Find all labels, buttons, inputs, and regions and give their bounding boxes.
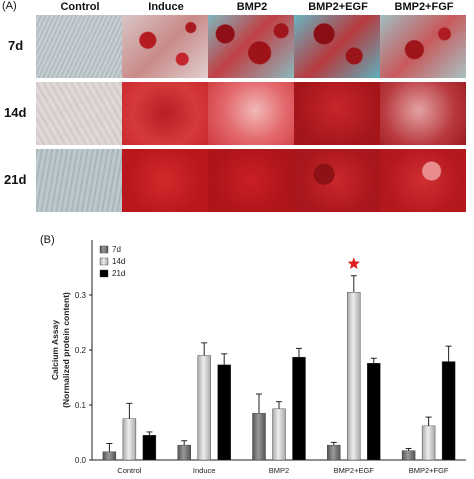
x-tick-label: Control xyxy=(117,466,142,475)
bar-7d-1 xyxy=(177,444,191,461)
bar-21d-2 xyxy=(292,356,306,461)
micrograph-bmp2-egf-14d xyxy=(294,82,380,145)
micrograph-bmp2-egf-7d xyxy=(294,15,380,78)
bar-7d-0 xyxy=(102,451,117,461)
legend-swatch-7d xyxy=(99,245,109,254)
panel-a-label: (A) xyxy=(2,0,17,12)
legend-swatch-21d xyxy=(99,269,109,278)
bar-14d-1 xyxy=(197,355,211,461)
bar-14d-0 xyxy=(122,418,137,461)
bar-21d-1 xyxy=(217,364,231,461)
column-header-bmp2: BMP2 xyxy=(236,1,268,13)
micrograph-bmp2-7d xyxy=(208,15,294,78)
column-header-bmp2-fgf: BMP2+FGF xyxy=(394,1,454,13)
y-axis-label-units: (Normalized protein content) xyxy=(61,292,71,408)
bar-14d-3 xyxy=(347,292,361,461)
calcium-assay-bar-chart: 0.0 0.1 0.2 0.3 Calcium Assay (Normalized pro… xyxy=(50,240,466,475)
micrograph-induce-14d xyxy=(122,82,208,145)
legend-label-21d: 21d xyxy=(112,269,125,278)
y-axis-label: Calcium Assay xyxy=(50,320,60,380)
row-header-21d: 21d xyxy=(4,172,27,187)
bar-14d-4 xyxy=(421,425,436,461)
panel-b-label: (B) xyxy=(40,234,55,246)
bar-21d-4 xyxy=(441,361,456,461)
significance-star-icon xyxy=(347,257,360,269)
micrograph-bmp2-fgf-7d xyxy=(380,15,466,78)
x-tick-label: Induce xyxy=(193,466,216,475)
micrograph-bmp2-egf-21d xyxy=(294,149,380,212)
micrograph-bmp2-21d xyxy=(208,149,294,212)
y-tick-label: 0.2 xyxy=(75,346,87,355)
x-tick-label: BMP2+FGF xyxy=(409,466,449,475)
x-tick-label: BMP2+EGF xyxy=(334,466,375,475)
y-tick-label: 0.0 xyxy=(75,456,87,465)
micrograph-induce-21d xyxy=(122,149,208,212)
micrograph-bmp2-fgf-14d xyxy=(380,82,466,145)
y-tick-label: 0.3 xyxy=(75,291,87,300)
legend-swatch-14d xyxy=(99,257,109,266)
bar-7d-2 xyxy=(252,413,266,461)
micrograph-bmp2-fgf-21d xyxy=(380,149,466,212)
micrograph-induce-7d xyxy=(122,15,208,78)
row-header-7d: 7d xyxy=(8,38,24,53)
column-header-bmp2-egf: BMP2+EGF xyxy=(308,1,368,13)
micrograph-control-21d xyxy=(36,149,122,212)
micrograph-control-7d xyxy=(36,15,122,78)
micrograph-control-14d xyxy=(36,82,122,145)
legend-label-7d: 7d xyxy=(112,245,121,254)
bar-7d-4 xyxy=(401,450,416,461)
bar-7d-3 xyxy=(327,444,341,461)
micrograph-bmp2-14d xyxy=(208,82,294,145)
bar-21d-0 xyxy=(142,435,157,461)
bar-21d-3 xyxy=(367,362,381,461)
legend-label-14d: 14d xyxy=(112,257,125,266)
column-header-control: Control xyxy=(60,1,100,13)
column-header-induce: Induce xyxy=(148,1,184,13)
bar-14d-2 xyxy=(272,408,286,461)
row-header-14d: 14d xyxy=(4,105,27,120)
y-tick-label: 0.1 xyxy=(75,401,87,410)
x-tick-label: BMP2 xyxy=(269,466,289,475)
